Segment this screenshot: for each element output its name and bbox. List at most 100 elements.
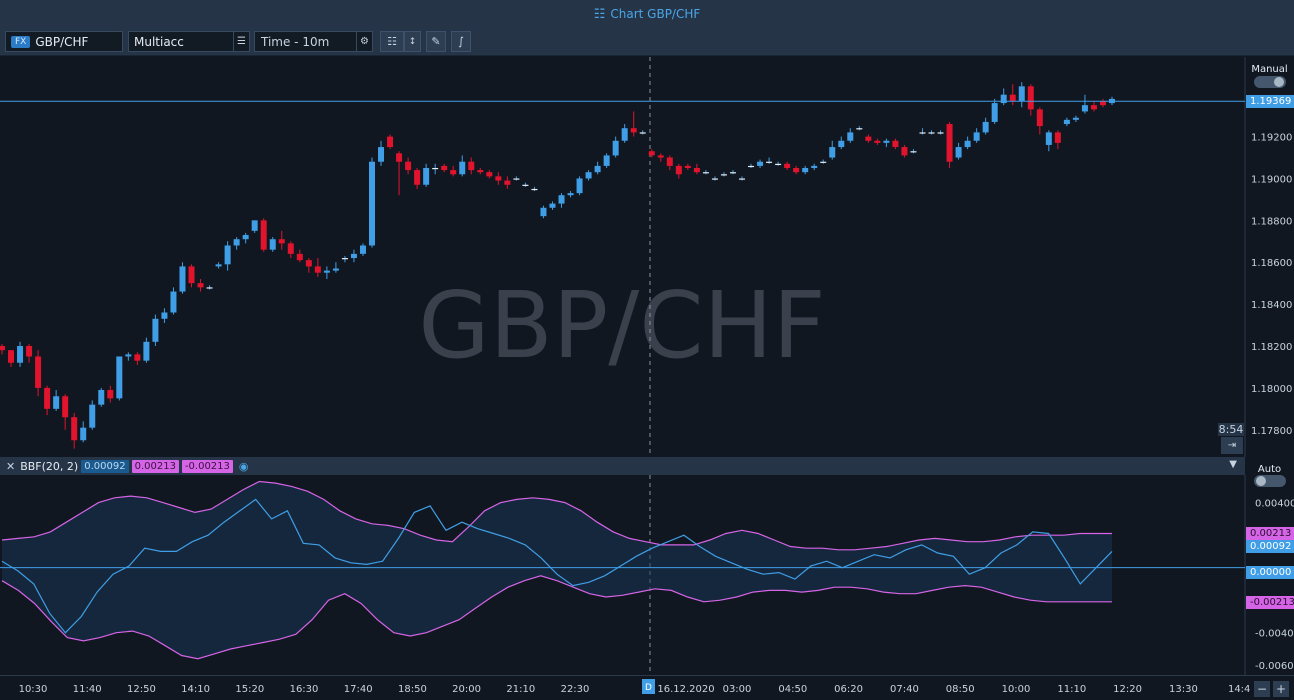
indicator-pane-svg[interactable]: 0.004000.00200-0.00400-0.00600: [0, 475, 1294, 675]
candle-body: [1045, 132, 1052, 145]
candle: [441, 163, 448, 173]
eye-icon[interactable]: ◉: [238, 459, 249, 473]
candle: [711, 176, 718, 181]
candle: [684, 163, 691, 171]
candle: [639, 130, 646, 135]
price-axis[interactable]: [1245, 57, 1294, 457]
symbol-label: GBP/CHF: [35, 34, 89, 49]
candle: [657, 153, 664, 162]
time-label: 10:00: [1002, 684, 1031, 695]
candle: [729, 170, 736, 175]
scroll-to-end-button[interactable]: ⇥: [1221, 437, 1243, 454]
candle-body: [305, 260, 312, 267]
time-axis[interactable]: 10:30 11:40 12:50 14:10 15:20 16:30 17:40 18:50…: [0, 675, 1294, 700]
candle: [1081, 94, 1088, 114]
time-label: 20:00: [452, 684, 481, 695]
candle-body: [720, 174, 727, 176]
candle: [170, 287, 177, 315]
candle-body: [1036, 109, 1043, 127]
indicator-upper-value: 0.00213: [131, 459, 179, 473]
candle: [197, 278, 204, 292]
candle-body: [693, 167, 700, 173]
candle: [378, 140, 385, 166]
candle: [486, 170, 493, 179]
timeframe-selector[interactable]: Time - 10m: [254, 31, 357, 52]
candle: [278, 230, 285, 250]
candle: [44, 385, 51, 416]
candle: [423, 163, 430, 187]
price-chart-svg[interactable]: GBP/CHF 1.19200 1.19000 1.18800 1.18600 1.18…: [0, 57, 1294, 457]
candle: [666, 155, 673, 171]
candle: [603, 153, 610, 168]
price-tick-label: 1.19200: [1251, 133, 1292, 144]
close-icon[interactable]: ✕: [6, 459, 16, 473]
candle-body: [874, 140, 881, 143]
indicator-icon: ∫: [458, 35, 464, 48]
scale-mode-toggle[interactable]: [1254, 76, 1286, 88]
time-label: 11:10: [1057, 684, 1086, 695]
candle: [838, 136, 845, 150]
candle-body: [215, 264, 222, 267]
candle-body: [17, 346, 24, 363]
candle: [901, 144, 908, 158]
candle-body: [296, 253, 303, 261]
indicator-scale-toggle[interactable]: [1254, 475, 1286, 487]
candle-body: [982, 121, 989, 133]
candle-body: [531, 188, 538, 191]
candle: [1090, 100, 1097, 112]
candle: [215, 262, 222, 269]
zoom-in-button[interactable]: +: [1273, 681, 1289, 697]
candle-body: [820, 161, 827, 163]
candle: [558, 193, 565, 208]
timeframe-settings-button[interactable]: ⚙: [356, 31, 373, 52]
list-icon: ☰: [237, 36, 246, 47]
chart-type-dropdown-button[interactable]: ↕: [404, 31, 421, 52]
candle-body: [1027, 86, 1034, 110]
indicator-tick-label: -0.00600: [1255, 661, 1294, 672]
candle: [459, 155, 466, 177]
upper-band-line: [1, 480, 1112, 551]
candle-body: [757, 161, 764, 166]
candle-body: [26, 346, 33, 357]
candle: [513, 176, 520, 181]
candle: [396, 151, 403, 196]
zoom-out-button[interactable]: −: [1254, 681, 1270, 697]
candle: [206, 285, 213, 290]
indicators-button[interactable]: ∫: [451, 31, 471, 52]
time-label: 10:30: [19, 684, 48, 695]
candle-body: [89, 404, 96, 428]
bbf-value-line: [1, 498, 1113, 634]
candle-body: [260, 220, 267, 250]
toggle-knob-indicator: [1256, 476, 1266, 486]
candle-body: [594, 165, 601, 173]
candle-body: [224, 245, 231, 265]
candle: [369, 157, 375, 248]
collapse-triangle-icon[interactable]: ▼: [1229, 459, 1237, 470]
time-axis-svg[interactable]: 10:30 11:40 12:50 14:10 15:20 16:30 17:40 18:50…: [0, 676, 1294, 700]
candle-body: [883, 140, 890, 143]
candle-body: [269, 239, 276, 250]
indicator-pane[interactable]: 0.004000.00200-0.00400-0.00600 Auto 0.00…: [0, 464, 1294, 675]
candle-body: [495, 176, 502, 181]
drawing-tools-button[interactable]: ✎: [426, 31, 446, 52]
candle: [8, 350, 15, 367]
time-label: 18:50: [398, 684, 427, 695]
account-selector[interactable]: Multiacc: [128, 31, 234, 52]
candle-body: [847, 132, 854, 141]
candle-body: [107, 389, 114, 399]
candle-body: [71, 417, 78, 441]
candle: [269, 237, 276, 252]
axis-gap: [1245, 457, 1294, 475]
price-chart[interactable]: GBP/CHF 1.19200 1.19000 1.18800 1.18600 1.18…: [0, 57, 1294, 457]
candle-body: [928, 132, 935, 134]
time-label: 14:4: [1228, 684, 1250, 695]
account-list-button[interactable]: ☰: [233, 31, 250, 52]
candle: [702, 170, 709, 175]
candle: [1018, 82, 1025, 108]
symbol-selector[interactable]: FX GBP/CHF: [5, 31, 123, 52]
candle: [152, 314, 159, 347]
candle-body: [784, 163, 791, 168]
candle-body: [396, 153, 403, 162]
candle: [414, 167, 421, 189]
chart-type-button[interactable]: ☷: [380, 31, 404, 52]
